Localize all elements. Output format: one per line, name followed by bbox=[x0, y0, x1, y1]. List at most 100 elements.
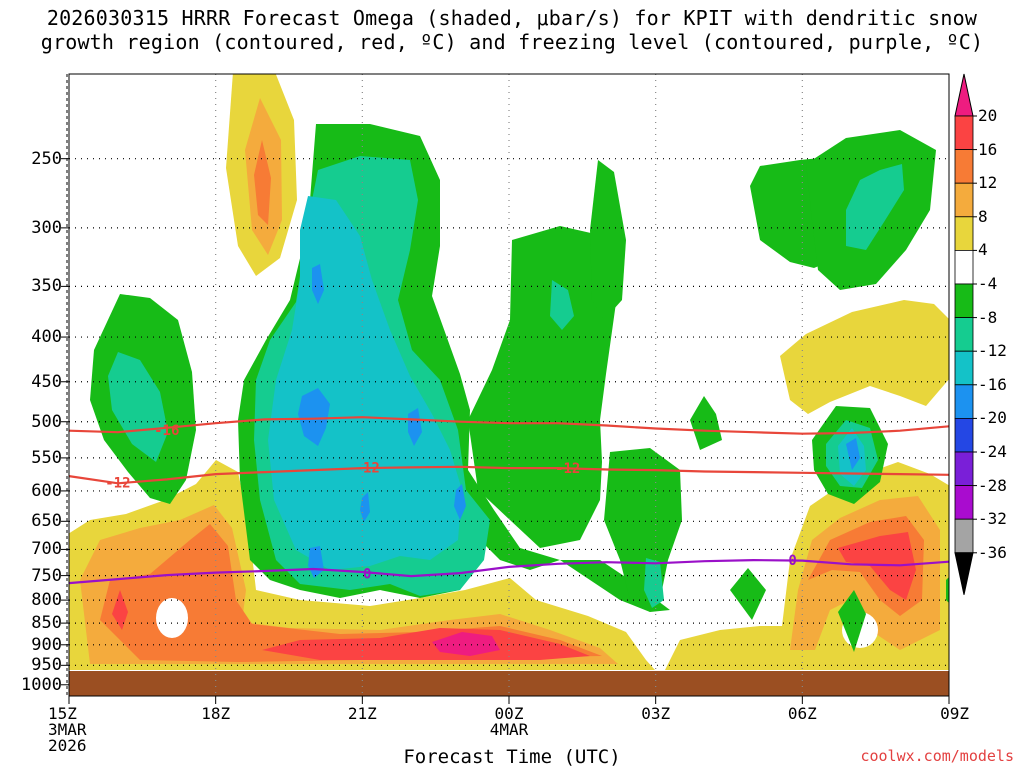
omega-green-mid-low bbox=[604, 448, 682, 612]
x-midnight-date: 4MAR bbox=[489, 720, 529, 739]
x-first-tick-label: 15Z 3MAR 2026 bbox=[48, 706, 87, 754]
omega-red-lowlevel bbox=[262, 628, 590, 660]
x-tick-label: 06Z bbox=[787, 704, 817, 723]
x-tick-label: 21Z bbox=[347, 704, 377, 723]
contour-line bbox=[68, 465, 950, 485]
colorbar-bin bbox=[954, 451, 974, 486]
omega-green-small-a bbox=[690, 396, 722, 450]
contour-labels: -16 -12 -12 -12 0 0 bbox=[105, 423, 797, 583]
colorbar-bin bbox=[954, 249, 974, 285]
colorbar-label: -36 bbox=[978, 542, 1007, 562]
title-line-1: 2026030315 HRRR Forecast Omega (shaded, … bbox=[46, 6, 978, 30]
colorbar-label: -12 bbox=[978, 341, 1007, 361]
contour-label: -12 bbox=[555, 461, 580, 477]
omega-blue-main-e bbox=[360, 492, 370, 522]
omega-red-right bbox=[838, 532, 916, 600]
colorbar-label: 20 bbox=[978, 106, 998, 125]
colorbar-bin bbox=[954, 182, 974, 218]
y-tick-label: 350 bbox=[31, 276, 62, 297]
colorbar-label: 8 bbox=[978, 206, 988, 226]
omega-teal-topright bbox=[846, 164, 904, 250]
colorbar-bin bbox=[954, 283, 974, 318]
axis-ticks bbox=[61, 158, 950, 704]
y-tick-label: 850 bbox=[31, 613, 62, 634]
omega-cyan-mid bbox=[550, 280, 574, 330]
omega-green-small-c bbox=[838, 590, 866, 652]
y-tick-label: 800 bbox=[31, 590, 62, 611]
omega-green-small-b bbox=[730, 568, 766, 620]
x-tick-label: 09Z bbox=[940, 704, 969, 723]
omega-blue-main-d bbox=[454, 484, 466, 520]
omega-shading bbox=[69, 74, 949, 670]
x-tick-label: 18Z bbox=[201, 704, 231, 723]
title-line-2: growth region (contoured, red, ºC) and f… bbox=[40, 30, 984, 54]
contour-label: 0 bbox=[788, 553, 796, 569]
ground-fill bbox=[69, 671, 949, 696]
colorbar-label: -4 bbox=[978, 274, 998, 293]
omega-blue-right-blob bbox=[846, 438, 860, 470]
omega-blue-main-b bbox=[312, 264, 324, 304]
x-first-tick-date: 3MAR bbox=[48, 720, 87, 739]
y-tick-label: 250 bbox=[31, 148, 62, 169]
y-tick-label: 1000 bbox=[21, 674, 62, 695]
omega-teal-left bbox=[108, 352, 168, 462]
omega-orange-upper-core bbox=[254, 140, 271, 225]
contour-line bbox=[68, 558, 950, 585]
omega-hole-left bbox=[156, 598, 188, 638]
colorbar-bin bbox=[954, 350, 974, 386]
colorbar-bin bbox=[954, 216, 974, 251]
colorbar-label: -8 bbox=[978, 307, 998, 327]
omega-red-left bbox=[112, 590, 128, 630]
contour-line bbox=[68, 416, 950, 435]
colorbar-bin bbox=[954, 518, 974, 554]
colorbar-label: 4 bbox=[978, 240, 988, 260]
chart-title: 2026030315 HRRR Forecast Omega (shaded, … bbox=[0, 6, 1024, 54]
omega-darkorange-lowlevel bbox=[100, 524, 602, 662]
colorbar-bin bbox=[954, 384, 974, 419]
y-tick-label: 600 bbox=[31, 480, 62, 501]
y-tick-label: 450 bbox=[31, 371, 62, 392]
colorbar-label: -20 bbox=[978, 408, 1007, 428]
omega-yellow-right bbox=[780, 300, 949, 414]
colorbar-label: -28 bbox=[978, 475, 1007, 495]
colorbar-bin bbox=[954, 485, 974, 520]
y-tick-label: 400 bbox=[31, 327, 62, 348]
y-tick-label: 650 bbox=[31, 511, 62, 532]
x-first-tick-time: 15Z bbox=[48, 704, 77, 723]
colorbar-label: -16 bbox=[978, 374, 1007, 394]
omega-green-mid-thin bbox=[590, 160, 626, 320]
x-tick-label: 03Z bbox=[641, 704, 671, 723]
omega-blue-main-c bbox=[408, 408, 422, 446]
y-tick-label: 300 bbox=[31, 217, 62, 238]
colorbar-bin bbox=[954, 317, 974, 352]
contour-label: -12 bbox=[355, 460, 380, 476]
contour-label: -12 bbox=[105, 476, 130, 492]
contour-label: 0 bbox=[363, 567, 371, 583]
colorbar-label: -24 bbox=[978, 442, 1007, 461]
colorbar-bottom-arrow bbox=[954, 552, 974, 595]
colorbar-bin bbox=[954, 417, 974, 453]
y-tick-label: 750 bbox=[31, 565, 62, 586]
colorbar-bin bbox=[954, 149, 974, 184]
x-first-tick-year: 2026 bbox=[48, 736, 87, 755]
temperature-contours bbox=[68, 416, 950, 585]
x-tick-label: 00Z bbox=[494, 704, 524, 723]
y-tick-label: 700 bbox=[31, 539, 62, 560]
y-tick-label: 500 bbox=[31, 411, 62, 432]
y-tick-label: 900 bbox=[31, 634, 62, 655]
omega-cyan-mid-low bbox=[644, 558, 664, 608]
colorbar bbox=[954, 73, 977, 595]
colorbar-label: 12 bbox=[978, 173, 998, 193]
colorbar-label: 16 bbox=[978, 139, 998, 159]
omega-green-edge bbox=[946, 577, 949, 603]
colorbar-label: -32 bbox=[978, 509, 1007, 529]
x-axis-title: Forecast Time (UTC) bbox=[403, 746, 621, 768]
credit-link[interactable]: coolwx.com/models bbox=[860, 747, 1014, 765]
y-tick-label: 950 bbox=[31, 655, 62, 676]
colorbar-bin bbox=[954, 115, 974, 150]
omega-magenta-core bbox=[432, 632, 500, 656]
contour-label: -16 bbox=[154, 423, 179, 439]
colorbar-top-arrow bbox=[954, 73, 974, 117]
omega-blue-main-a bbox=[298, 388, 330, 446]
